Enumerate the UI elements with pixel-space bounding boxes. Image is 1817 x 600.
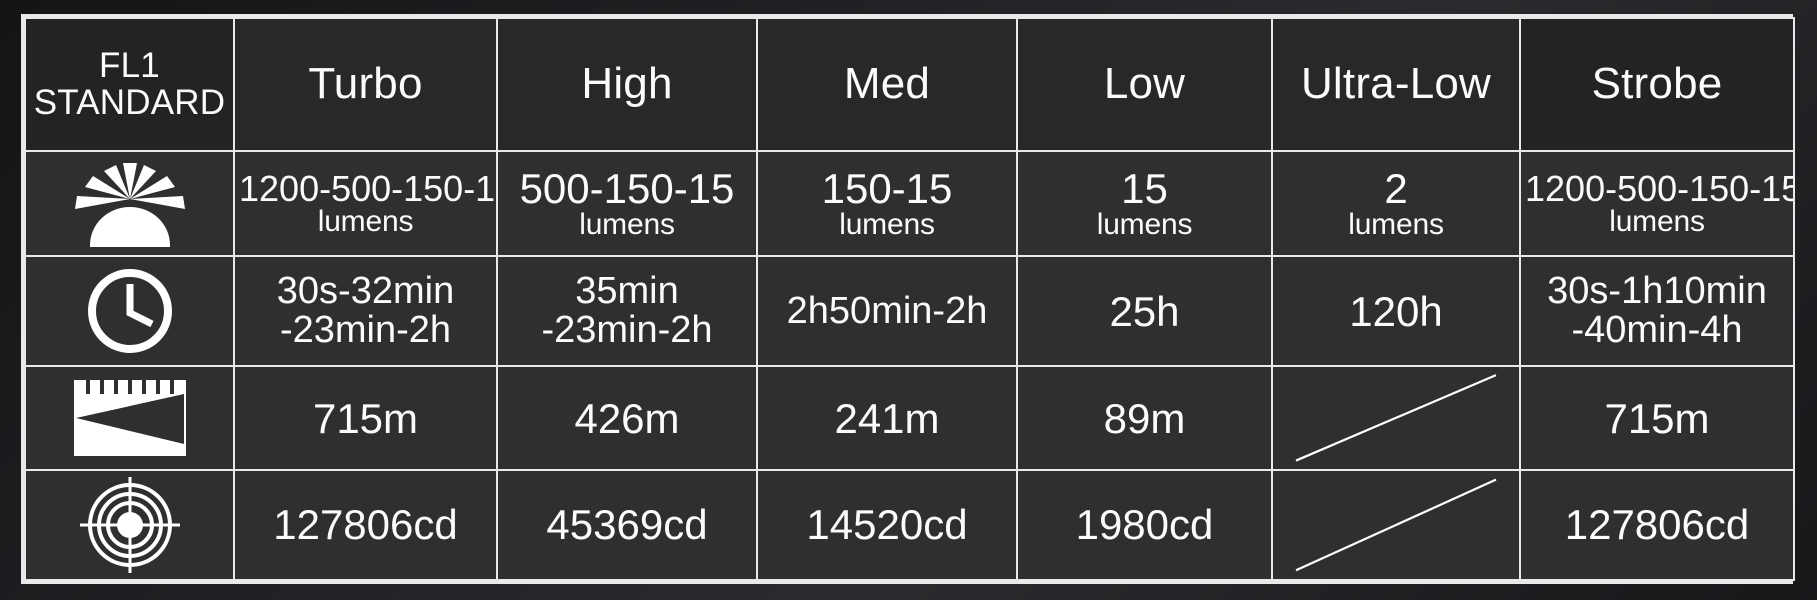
- lumens-unit-low: lumens: [1096, 207, 1193, 241]
- runtime-line1-high: 35min: [575, 270, 679, 313]
- runtime-value-turbo: 30s-32min -23min-2h: [233, 255, 498, 368]
- runtime-line2-high: -23min-2h: [541, 309, 713, 352]
- beam-distance-icon-cell: [24, 365, 235, 472]
- lumens-sunburst-icon: [30, 153, 229, 255]
- peak-intensity-value-high: 45369cd: [496, 469, 758, 581]
- peak-intensity-number-turbo: 127806cd: [273, 501, 458, 549]
- beam-distance-value-ultra-low: [1271, 365, 1521, 472]
- beam-distance-number-low: 89m: [1103, 394, 1186, 442]
- lumens-number-high: 500-150-15: [519, 164, 735, 212]
- peak-intensity-value-ultra-low: [1271, 469, 1521, 581]
- lumens-number-med: 150-15: [821, 164, 953, 212]
- beam-distance-number-high: 426m: [574, 394, 680, 442]
- beam-distance-number-turbo: 715m: [312, 394, 419, 442]
- lumens-number-strobe: 1200-500-150-15: [1525, 167, 1794, 209]
- lumens-value-med: 150-15 lumens: [756, 149, 1018, 258]
- lumens-sunburst-icon-cell: [24, 149, 235, 258]
- runtime-line2-turbo: -23min-2h: [279, 309, 452, 352]
- lumens-unit-med: lumens: [839, 207, 935, 241]
- lumens-number-low: 15: [1121, 164, 1168, 212]
- lumens-value-low: 15 lumens: [1016, 149, 1273, 258]
- peak-intensity-number-med: 14520cd: [806, 501, 968, 549]
- runtime-value-low: 25h: [1016, 255, 1273, 368]
- lumens-value-ultra-low: 2 lumens: [1271, 149, 1521, 258]
- column-header-high: High: [496, 17, 758, 152]
- runtime-line1-turbo: 30s-32min: [276, 270, 455, 313]
- peak-intensity-value-low: 1980cd: [1016, 469, 1273, 581]
- peak-intensity-icon-cell: [24, 469, 235, 581]
- column-header-ultra-low: Ultra-Low: [1271, 17, 1521, 152]
- table-row-peak-intensity: 127806cd 45369cd 14520cd 1980cd: [24, 469, 1795, 581]
- beam-distance-value-high: 426m: [496, 365, 758, 472]
- peak-intensity-number-high: 45369cd: [546, 501, 708, 549]
- runtime-value-med: 2h50min-2h: [756, 255, 1018, 368]
- beam-distance-number-strobe: 715m: [1604, 394, 1710, 442]
- runtime-line1-med: 2h50min-2h: [786, 289, 988, 332]
- lumens-unit-high: lumens: [579, 207, 675, 241]
- column-header-turbo: Turbo: [233, 17, 498, 152]
- runtime-line1-low: 25h: [1109, 287, 1180, 335]
- lumens-value-strobe: 1200-500-150-15 lumens: [1519, 149, 1795, 258]
- lumens-number-turbo: 1200-500-150-15: [239, 167, 497, 209]
- column-header-low: Low: [1016, 17, 1273, 152]
- lumens-unit-strobe: lumens: [1609, 204, 1705, 238]
- runtime-clock-icon-cell: [24, 255, 235, 368]
- corner-label-line2: STANDARD: [33, 83, 226, 123]
- corner-label-line1: FL1: [99, 46, 160, 86]
- table-header-row: FL1 STANDARD Turbo High Med Low Ultra-Lo…: [24, 17, 1795, 152]
- beam-distance-value-low: 89m: [1016, 365, 1273, 472]
- beam-distance-ruler-icon: [30, 368, 229, 468]
- corner-fl1-standard-label: FL1 STANDARD: [24, 17, 235, 152]
- runtime-value-ultra-low: 120h: [1271, 255, 1521, 368]
- runtime-line1-ultra-low: 120h: [1349, 287, 1443, 335]
- runtime-value-strobe: 30s-1h10min -40min-4h: [1519, 255, 1795, 368]
- table-row-runtime: 30s-32min -23min-2h 35min -23min-2h 2h50…: [24, 255, 1795, 368]
- lumens-unit-turbo: lumens: [317, 204, 414, 238]
- column-header-med: Med: [756, 17, 1018, 152]
- peak-intensity-target-icon: [30, 472, 229, 578]
- peak-intensity-number-strobe: 127806cd: [1564, 501, 1750, 549]
- runtime-value-high: 35min -23min-2h: [496, 255, 758, 368]
- beam-distance-value-med: 241m: [756, 365, 1018, 472]
- runtime-clock-icon: [30, 258, 229, 364]
- peak-intensity-value-med: 14520cd: [756, 469, 1018, 581]
- beam-distance-number-med: 241m: [834, 394, 940, 442]
- not-applicable-slash-icon: [1277, 367, 1515, 469]
- lumens-unit-ultra-low: lumens: [1348, 207, 1444, 241]
- beam-distance-value-turbo: 715m: [233, 365, 498, 472]
- lumens-value-turbo: 1200-500-150-15 lumens: [233, 149, 498, 258]
- not-applicable-slash-icon: [1277, 471, 1515, 579]
- table-row-beam-distance: 715m 426m 241m 89m: [24, 365, 1795, 472]
- table-row-lumens: 1200-500-150-15 lumens 500-150-15 lumens…: [24, 149, 1795, 258]
- beam-distance-value-strobe: 715m: [1519, 365, 1795, 472]
- peak-intensity-value-strobe: 127806cd: [1519, 469, 1795, 581]
- lumens-number-ultra-low: 2: [1384, 164, 1408, 212]
- lumens-value-high: 500-150-15 lumens: [496, 149, 758, 258]
- runtime-line1-strobe: 30s-1h10min: [1547, 270, 1767, 313]
- peak-intensity-value-turbo: 127806cd: [233, 469, 498, 581]
- fl1-standard-spec-table: FL1 STANDARD Turbo High Med Low Ultra-Lo…: [21, 14, 1795, 584]
- spec-table: FL1 STANDARD Turbo High Med Low Ultra-Lo…: [24, 17, 1795, 581]
- runtime-line2-strobe: -40min-4h: [1571, 309, 1743, 352]
- peak-intensity-number-low: 1980cd: [1075, 501, 1214, 549]
- column-header-strobe: Strobe: [1519, 17, 1795, 152]
